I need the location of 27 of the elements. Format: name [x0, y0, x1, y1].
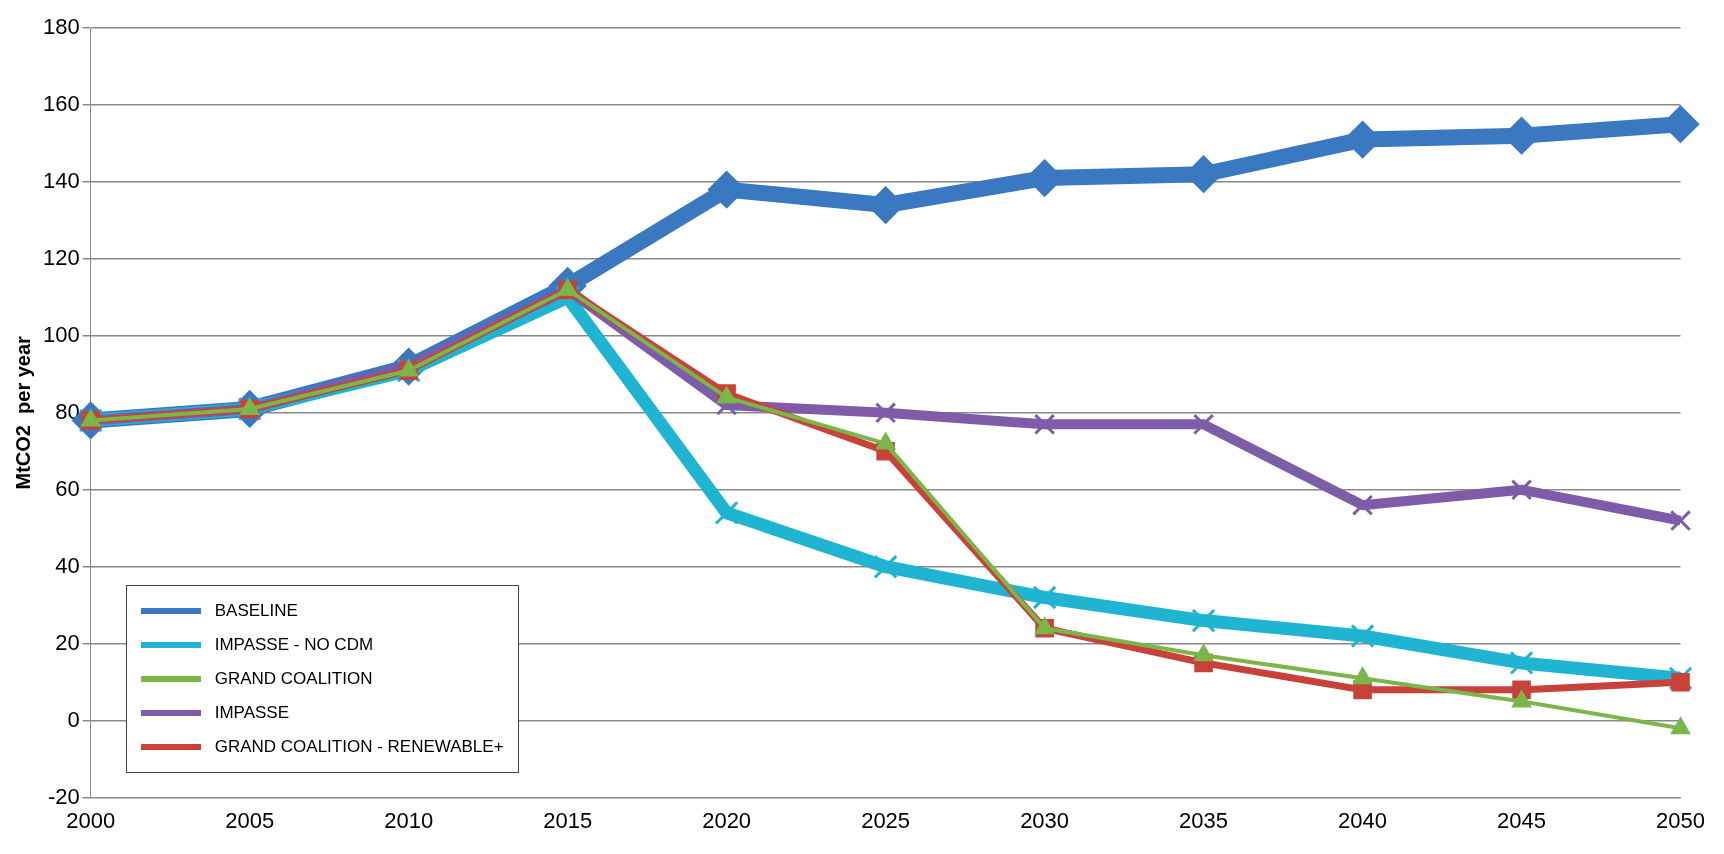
x-tick-label: 2010 [384, 807, 434, 833]
x-tick-label: 2030 [1020, 807, 1070, 833]
y-axis-title: MtCO2 per year [11, 335, 34, 490]
x-tick-label: 2050 [1656, 807, 1706, 833]
y-tick-label: 120 [42, 244, 80, 270]
y-tick-label: -20 [47, 783, 80, 809]
y-tick-label: 160 [42, 91, 80, 117]
y-tick-label: 180 [42, 14, 80, 40]
y-tick-label: 100 [42, 321, 80, 347]
x-tick-label: 2045 [1497, 807, 1547, 833]
legend-label: GRAND COALITION [214, 668, 373, 689]
x-tick-label: 2040 [1338, 807, 1388, 833]
legend-label: IMPASSE [214, 702, 290, 723]
legend-label: BASELINE [214, 600, 298, 621]
x-tick-label: 2015 [543, 807, 593, 833]
y-tick-label: 40 [55, 552, 80, 578]
legend-label: IMPASSE - NO CDM [214, 634, 374, 655]
x-tick-label: 2035 [1179, 807, 1229, 833]
y-tick-label: 0 [67, 706, 80, 732]
y-tick-label: 140 [42, 167, 80, 193]
x-tick-label: 2005 [225, 807, 275, 833]
x-tick-label: 2025 [861, 807, 911, 833]
x-tick-label: 2000 [66, 807, 116, 833]
y-tick-label: 20 [55, 629, 80, 655]
x-tick-label: 2020 [702, 807, 752, 833]
legend-label: GRAND COALITION - RENEWABLE+ [214, 736, 504, 757]
y-tick-label: 60 [55, 475, 80, 501]
